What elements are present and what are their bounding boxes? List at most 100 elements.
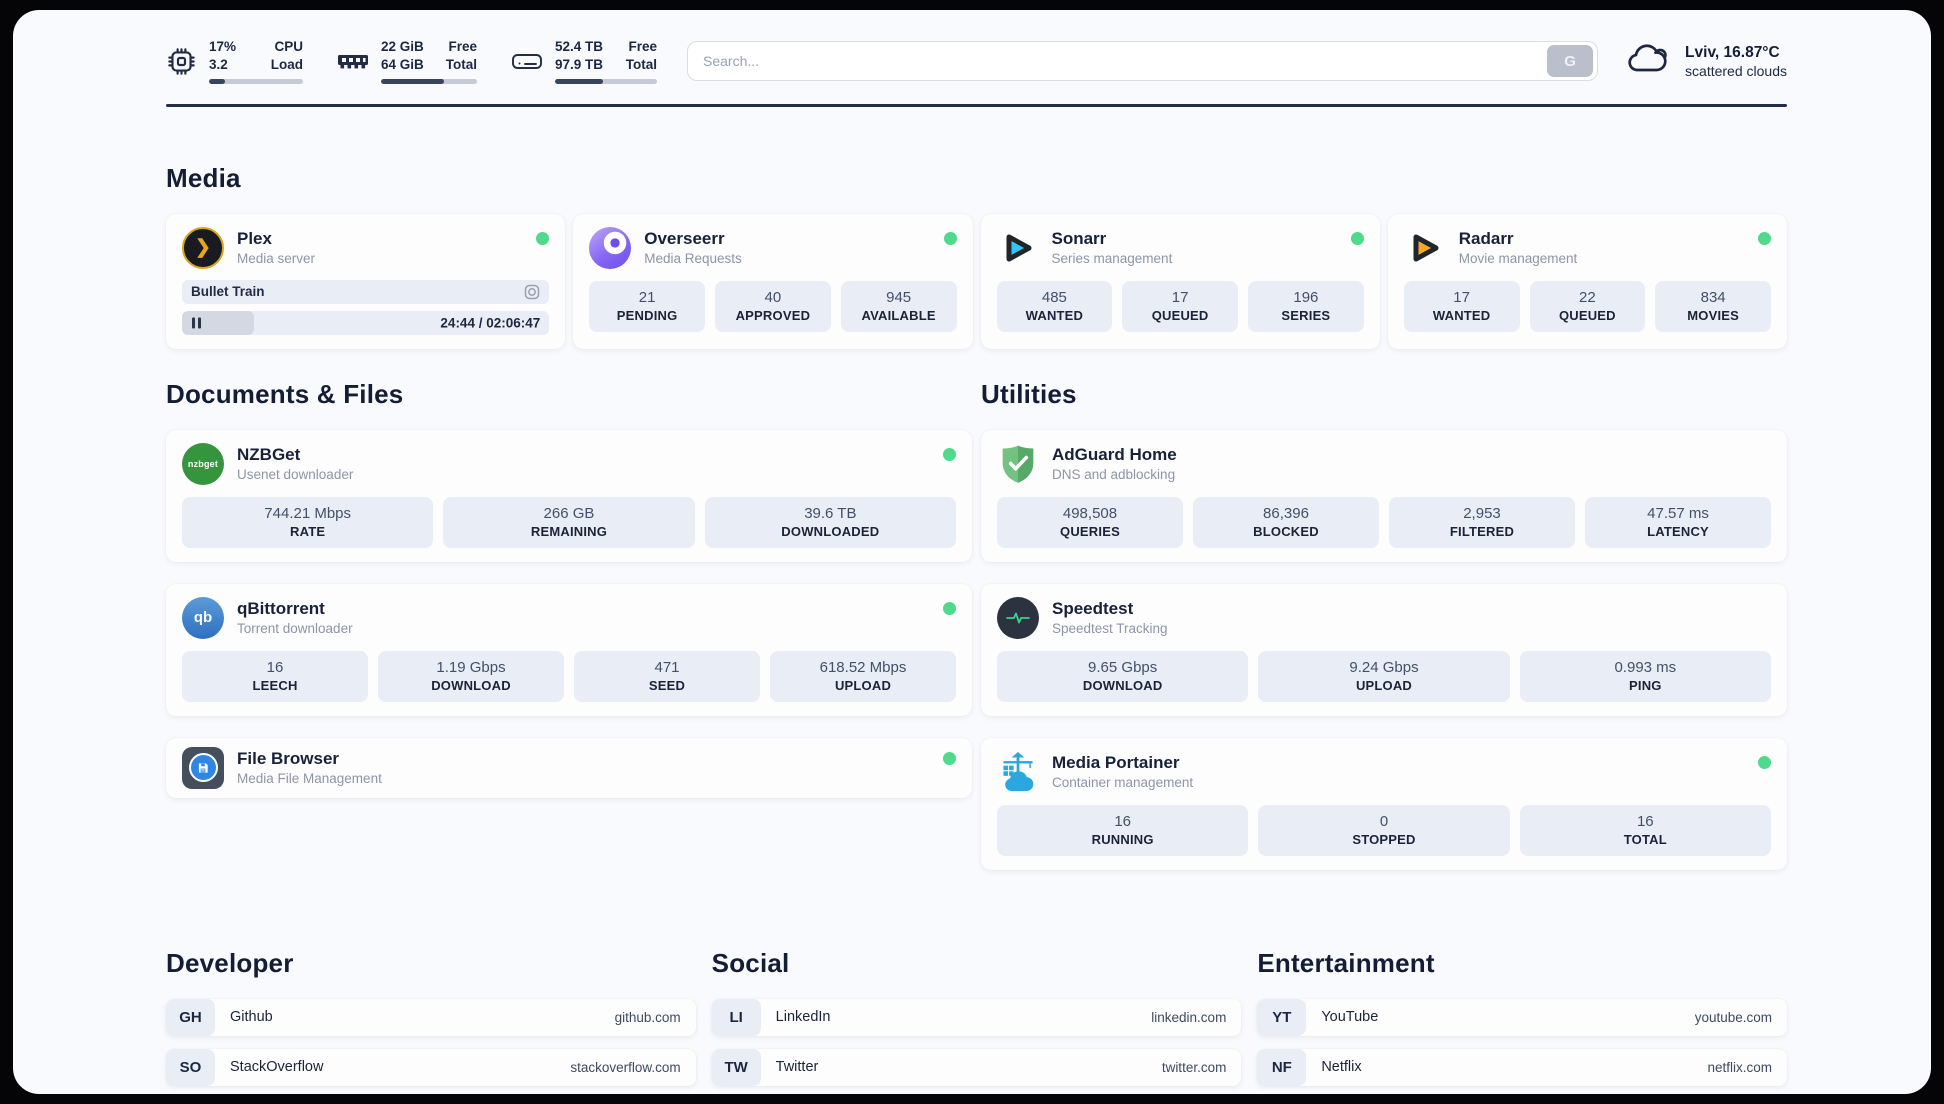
app-card-nzbget[interactable]: nzbget NZBGet Usenet downloader 744.21 M… [166,429,972,562]
status-indicator [1758,755,1771,769]
app-card-plex[interactable]: ❯ Plex Media server Bullet Train [166,213,566,349]
link-url: github.com [614,1009,681,1025]
link-url: netflix.com [1707,1059,1772,1075]
link-url: stackoverflow.com [570,1059,681,1075]
app-name: Speedtest [1052,598,1134,618]
search-bar[interactable]: G [687,41,1599,81]
weather-condition: scattered clouds [1685,63,1787,80]
dashboard-page: 17% 3.2 CPU Load [13,10,1931,1094]
stat-box: 16 TOTAL [1519,804,1771,856]
app-subtitle: Speedtest Tracking [1052,621,1168,637]
now-playing-icon [524,284,540,300]
app-card-adguard[interactable]: AdGuard Home DNS and adblocking 498,508 Q… [981,429,1787,562]
link-label: Github [230,1009,273,1025]
documents-column: Documents & Files nzbget NZBGet Usenet d… [166,349,972,892]
app-name: qBittorrent [237,598,325,618]
app-card-overseerr[interactable]: Overseerr Media Requests 21 PENDING 40 APP… [573,213,973,349]
now-playing-row[interactable]: Bullet Train [182,279,550,304]
app-name: Overseerr [644,228,725,248]
stat-box: 945 AVAILABLE [840,280,957,332]
overseerr-icon [589,226,632,269]
stat-box: 86,396 BLOCKED [1193,496,1379,548]
radarr-icon [1404,227,1446,269]
app-card-radarr[interactable]: Radarr Movie management 17 WANTED 22 QUEUE… [1387,213,1787,349]
stat-box: 2,953 FILTERED [1389,496,1575,548]
link-abbr: GH [166,998,215,1036]
link-github[interactable]: GH Github github.com [166,998,696,1036]
qbittorrent-icon: qb [182,596,224,639]
stat-box: 485 WANTED [996,280,1113,332]
stat-box: 0 STOPPED [1258,804,1510,856]
link-netflix[interactable]: NF Netflix netflix.com [1257,1048,1787,1086]
stat-box: 834 MOVIES [1655,280,1771,332]
app-name: Plex [237,228,272,248]
status-indicator [943,601,956,615]
stat-box: 22 QUEUED [1529,280,1646,332]
link-twitter[interactable]: TW Twitter twitter.com [711,1048,1242,1086]
stat-box: 618.52 Mbps UPLOAD [770,650,956,702]
nzbget-icon: nzbget [182,442,224,485]
app-card-sonarr[interactable]: Sonarr Series management 485 WANTED 17 QUE… [980,213,1380,349]
plex-icon: ❯ [182,226,224,269]
social-section: Social LI LinkedIn linkedin.com TW Twitt… [711,948,1242,1095]
status-indicator [1350,231,1364,245]
now-playing-title: Bullet Train [191,284,265,299]
app-name: AdGuard Home [1052,444,1177,464]
app-card-filebrowser[interactable]: File Browser Media File Management [166,737,972,798]
status-indicator [943,231,957,245]
cpu-label: CPU [274,39,303,55]
app-card-qbittorrent[interactable]: qb qBittorrent Torrent downloader 16 LEEC… [166,583,972,716]
pause-icon [192,317,201,328]
disk-stat: 52.4 TB 97.9 TB Free Total [511,38,657,84]
app-subtitle: Usenet downloader [237,467,354,483]
app-subtitle: Media Requests [644,251,742,267]
weather-location-temp: Lviv, 16.87°C [1685,43,1780,61]
memory-total-value: 64 GiB [381,57,424,72]
stat-box: 744.21 Mbps RATE [182,496,434,548]
utilities-column: Utilities AdGuard Home [981,349,1787,892]
search-input[interactable] [688,53,1548,69]
app-subtitle: Container management [1052,775,1194,791]
cpu-load-value: 3.2 [209,57,228,72]
disk-free-value: 52.4 TB [555,39,604,55]
link-url: youtube.com [1694,1009,1772,1025]
status-indicator [1758,231,1771,245]
speedtest-icon [997,596,1039,639]
link-stackoverflow[interactable]: SO StackOverflow stackoverflow.com [166,1048,696,1086]
link-label: LinkedIn [775,1009,831,1025]
memory-progress-bar [381,78,477,84]
header-divider [166,104,1787,107]
stat-box: 17 QUEUED [1122,280,1238,332]
memory-total-label: Total [445,57,477,72]
app-card-speedtest[interactable]: Speedtest Speedtest Tracking 9.65 Gbps DO… [981,583,1787,716]
stat-box: 16 LEECH [182,650,368,702]
app-card-portainer[interactable]: Media Portainer Container management 16 R… [981,737,1787,870]
stat-box: 21 PENDING [589,280,705,332]
cpu-icon [166,46,197,77]
app-subtitle: Series management [1051,251,1173,267]
filebrowser-icon [182,746,224,789]
link-linkedin[interactable]: LI LinkedIn linkedin.com [711,998,1242,1036]
stat-box: 17 WANTED [1403,280,1520,332]
link-abbr: SO [166,1048,215,1086]
portainer-icon [997,751,1039,793]
disk-free-label: Free [628,39,657,55]
playback-progress-bar[interactable]: 24:44 / 02:06:47 [182,310,550,335]
app-name: Sonarr [1051,228,1107,248]
section-title-documents: Documents & Files [166,378,404,409]
link-youtube[interactable]: YT YouTube youtube.com [1257,998,1787,1036]
search-engine-button[interactable]: G [1547,45,1594,77]
memory-stat: 22 GiB 64 GiB Free Total [337,38,477,84]
stat-box: 47.57 ms LATENCY [1585,496,1771,548]
link-url: twitter.com [1161,1059,1227,1075]
disk-total-label: Total [625,57,657,72]
status-indicator [943,447,956,461]
app-name: Radarr [1458,228,1514,248]
stat-box: 0.993 ms PING [1519,650,1771,702]
stat-box: 40 APPROVED [715,280,831,332]
stat-box: 266 GB REMAINING [443,496,695,548]
memory-free-label: Free [448,39,477,55]
adguard-icon [997,443,1039,485]
section-title-developer: Developer [166,947,294,978]
stat-box: 9.65 Gbps DOWNLOAD [997,650,1249,702]
